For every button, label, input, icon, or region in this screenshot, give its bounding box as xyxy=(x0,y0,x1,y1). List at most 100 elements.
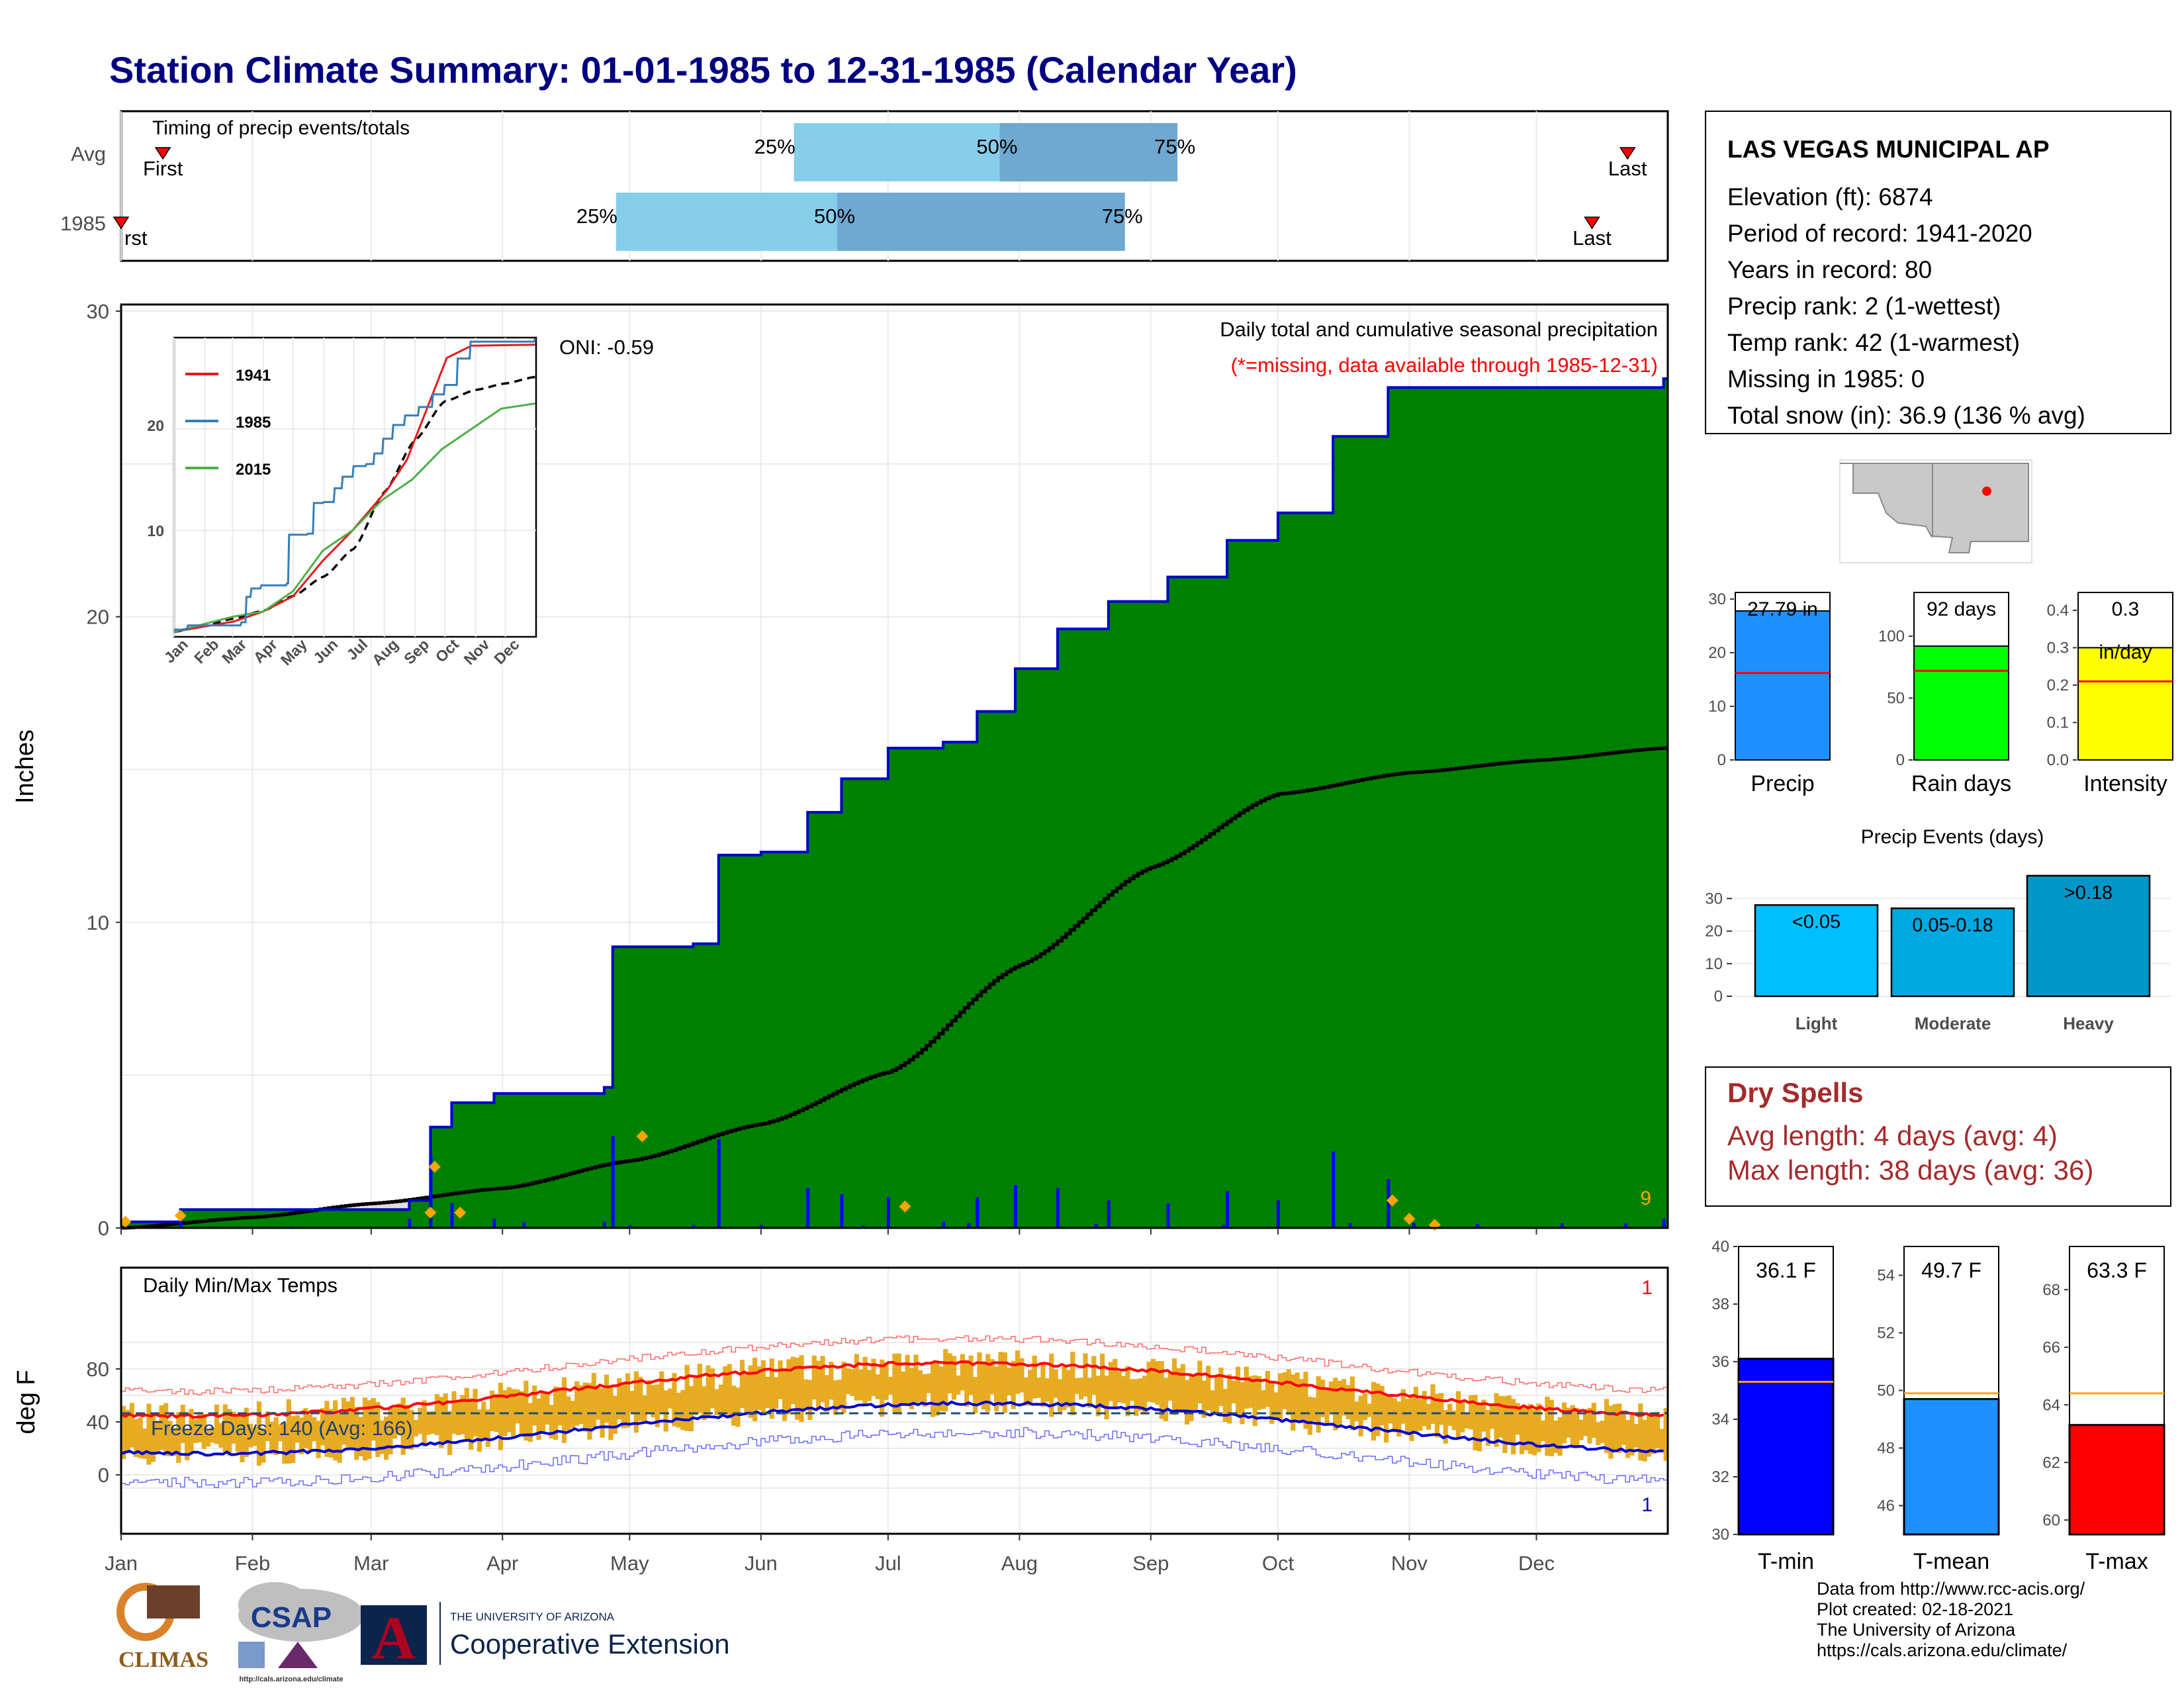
daily-temp-bar xyxy=(1074,1378,1079,1394)
daily-temp-bar xyxy=(938,1366,944,1412)
daily-temp-bar xyxy=(1312,1397,1317,1421)
daily-temp-bar xyxy=(566,1396,571,1431)
daily-temp-bar xyxy=(464,1387,469,1440)
precip-events-chart: Precip Events (days) <0.05 Light 0.05-0.18… xyxy=(1705,826,2171,1033)
pct-50-label: 50% xyxy=(976,135,1017,158)
daily-temp-bar xyxy=(1409,1395,1414,1441)
daily-temp-bar xyxy=(612,1396,617,1434)
daily-temp-bar xyxy=(1049,1353,1054,1417)
temp-summary-ytick: 66 xyxy=(2042,1338,2060,1356)
daily-temp-bar xyxy=(485,1409,490,1447)
daily-temp-bar xyxy=(1490,1403,1495,1429)
daily-temp-bar xyxy=(977,1352,982,1403)
inset-2015-line xyxy=(173,402,535,633)
daily-precip-bar xyxy=(1475,1223,1479,1228)
daily-temp-bar xyxy=(1235,1366,1241,1416)
daily-temp-bar xyxy=(748,1365,753,1418)
daily-temp-bar xyxy=(578,1385,584,1425)
summary-ytick: 0 xyxy=(1896,751,1905,769)
daily-temp-bar xyxy=(146,1403,152,1465)
daily-precip-bar xyxy=(1387,1179,1390,1228)
event-bar-moderate xyxy=(1890,907,2015,998)
daily-temp-bar xyxy=(1557,1417,1563,1456)
footer-logos: CLIMAS CSAP http://cals.arizona.edu/clim… xyxy=(116,1582,730,1683)
daily-precip-bar xyxy=(861,1225,865,1228)
daily-precip-bar xyxy=(611,1136,615,1228)
daily-temp-bar xyxy=(1515,1403,1520,1435)
daily-temp-bar xyxy=(1549,1399,1554,1456)
month-label: Mar xyxy=(353,1552,388,1575)
daily-temp-bar xyxy=(909,1368,915,1409)
daily-temp-bar xyxy=(244,1407,249,1458)
daily-temp-bar xyxy=(672,1373,677,1427)
daily-temp-bar xyxy=(684,1364,690,1431)
daily-temp-bar xyxy=(1193,1374,1199,1411)
credits: Data from http://www.rcc-acis.org/ Plot … xyxy=(1817,1579,2161,1661)
daily-temp-bar xyxy=(964,1360,970,1407)
daily-temp-bar xyxy=(176,1412,181,1463)
daily-temp-bar xyxy=(646,1380,652,1414)
temp-summary-ytick: 48 xyxy=(1877,1440,1895,1458)
normal-max-line xyxy=(120,1360,1664,1419)
daily-temp-bar xyxy=(388,1407,393,1454)
month-label: Aug xyxy=(1001,1552,1038,1575)
daily-temp-bar xyxy=(349,1397,355,1448)
daily-temp-bar xyxy=(469,1398,474,1450)
daily-temp-bar xyxy=(947,1353,952,1394)
daily-temp-bar xyxy=(917,1370,923,1402)
daily-temp-bar xyxy=(307,1414,312,1452)
inset-average-line xyxy=(173,375,535,633)
temp-ytick: 0 xyxy=(98,1464,109,1487)
daily-temp-bar xyxy=(1621,1411,1626,1445)
daily-temp-bar xyxy=(1655,1411,1660,1448)
daily-temp-bar xyxy=(1277,1373,1283,1420)
precip-y-label: Inches xyxy=(11,729,39,804)
daily-temp-bar xyxy=(1384,1394,1389,1443)
daily-temp-bar xyxy=(490,1390,495,1432)
daily-precip-bar xyxy=(429,1154,433,1228)
daily-temp-bar xyxy=(1040,1362,1046,1407)
daily-temp-bar xyxy=(1298,1379,1304,1423)
daily-temp-bar xyxy=(1116,1372,1122,1403)
daily-temp-bar xyxy=(511,1389,516,1436)
daily-temp-bar xyxy=(404,1405,410,1449)
summary-ytick: 0.1 xyxy=(2047,714,2069,731)
daily-temp-bar xyxy=(1608,1405,1614,1459)
daily-temp-bar xyxy=(163,1403,169,1456)
daily-temp-bar xyxy=(709,1368,715,1409)
summary-ytick: 30 xyxy=(1708,590,1726,608)
summary-ytick: 100 xyxy=(1878,628,1905,645)
temp-count-top: 1 xyxy=(1641,1277,1653,1299)
month-label: May xyxy=(610,1552,649,1575)
daily-temp-bar xyxy=(705,1365,711,1417)
daily-temp-bar xyxy=(731,1385,737,1426)
daily-temp-bar xyxy=(799,1355,804,1423)
daily-temp-bar xyxy=(193,1419,199,1444)
ua-logo-mark: A xyxy=(372,1604,416,1671)
daily-temp-bar xyxy=(269,1421,275,1454)
daily-temp-bar xyxy=(1201,1380,1206,1418)
temp-summary-value: 63.3 F xyxy=(2087,1258,2147,1282)
daily-temp-bar xyxy=(760,1360,766,1415)
first-label: First xyxy=(143,157,183,180)
daily-temp-bar xyxy=(972,1377,978,1413)
daily-temp-bar xyxy=(993,1366,999,1411)
station-name: LAS VEGAS MUNICIPAL AP xyxy=(1727,136,2050,163)
daily-temp-bar xyxy=(1291,1374,1296,1431)
daily-temp-bar xyxy=(1337,1380,1342,1427)
daily-temp-bar xyxy=(663,1390,668,1432)
precip-summary-bars: 27.79 in Precip 0 10 20 30 92 days Rain days 0 50… xyxy=(1708,590,2173,796)
station-line-temp-rank: Temp rank: 42 (1-warmest) xyxy=(1727,329,2020,356)
daily-temp-bar xyxy=(617,1378,622,1420)
summary-bar-0 xyxy=(1735,610,1831,761)
daily-precip-bar xyxy=(759,1225,763,1228)
temp-summary-ytick: 32 xyxy=(1711,1468,1729,1486)
daily-temp-bar xyxy=(286,1399,291,1464)
event-ytick: 0 xyxy=(1714,988,1723,1006)
daily-temp-bar xyxy=(235,1415,241,1452)
daily-temp-bar xyxy=(1328,1381,1334,1413)
summary-bar-1 xyxy=(1913,645,2009,761)
daily-temp-bar xyxy=(655,1384,660,1427)
daily-temp-bar xyxy=(439,1397,444,1448)
daily-temp-bar xyxy=(901,1371,906,1405)
